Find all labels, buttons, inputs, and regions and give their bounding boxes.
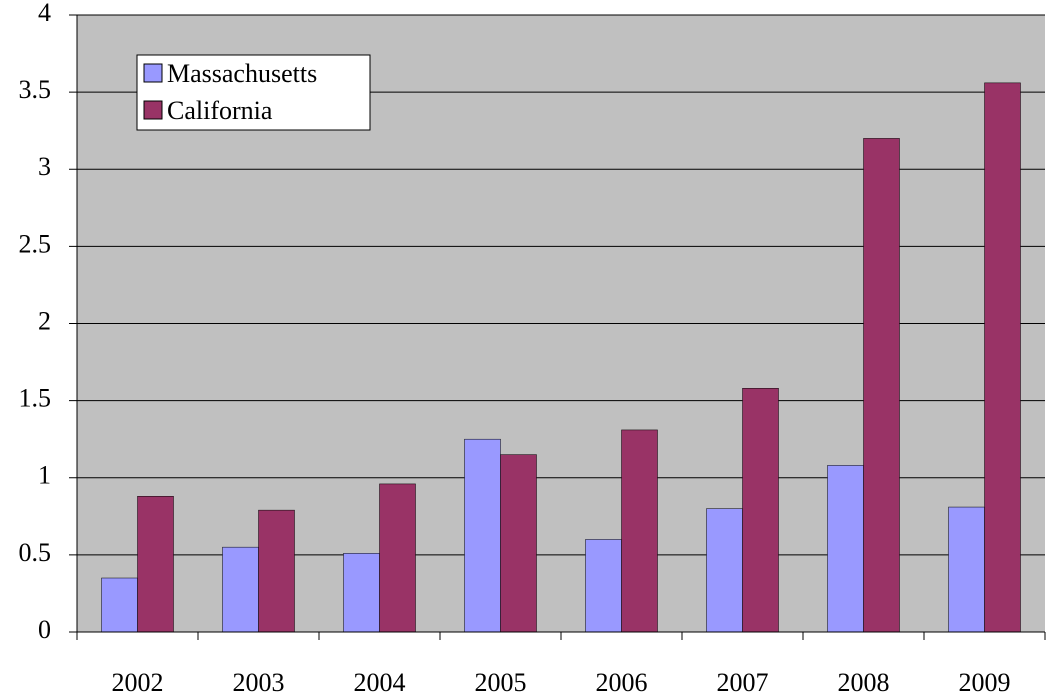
y-tick-label: 2 <box>38 306 51 335</box>
y-tick-label: 0.5 <box>19 538 52 567</box>
bar <box>948 506 985 633</box>
bar <box>585 539 622 633</box>
y-tick-label: 1 <box>38 461 51 490</box>
y-tick-label: 4 <box>38 0 51 27</box>
bar <box>984 82 1021 633</box>
x-tick-label: 2006 <box>596 668 648 697</box>
bar <box>379 483 416 633</box>
x-tick-label: 2002 <box>112 668 164 697</box>
y-tick-label: 1.5 <box>19 384 52 413</box>
y-tick-label: 2.5 <box>19 229 52 258</box>
bar <box>101 577 138 633</box>
bar <box>621 429 658 633</box>
x-tick-label: 2008 <box>838 668 890 697</box>
bar <box>343 553 380 633</box>
bar <box>706 508 743 633</box>
bar <box>742 388 779 633</box>
x-tick-label: 2004 <box>354 668 406 697</box>
y-tick-label: 0 <box>38 615 51 644</box>
y-tick-label: 3 <box>38 152 51 181</box>
bar <box>464 438 501 633</box>
y-tick-label: 3.5 <box>19 75 52 104</box>
x-tick-label: 2003 <box>233 668 285 697</box>
x-tick-label: 2007 <box>717 668 769 697</box>
legend-label: Massachusetts <box>167 59 317 88</box>
bar <box>863 138 900 633</box>
bar <box>137 496 174 633</box>
bar <box>500 454 537 633</box>
legend-label: California <box>167 96 273 125</box>
legend-swatch <box>143 63 163 83</box>
x-tick-label: 2005 <box>475 668 527 697</box>
legend-swatch <box>143 100 163 120</box>
bar <box>258 509 295 633</box>
bar <box>827 465 864 633</box>
x-tick-label: 2009 <box>959 668 1011 697</box>
bar <box>222 546 259 633</box>
legend <box>136 54 371 131</box>
